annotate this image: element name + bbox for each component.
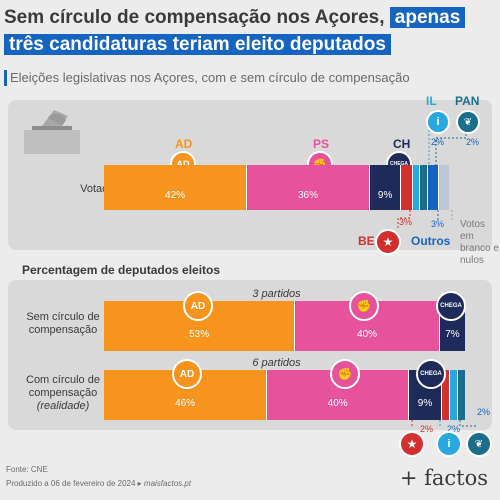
row-label-sem-line-1: Sem círculo de — [26, 311, 100, 323]
tree-icon: ❦ — [474, 438, 484, 450]
bar-value-label: 40% — [357, 328, 378, 340]
il-pan-leader-lines — [428, 130, 467, 166]
chega-logo-text: CHEGA — [440, 303, 462, 309]
ps-logo-seats-com: ✊ — [330, 359, 360, 389]
be-seat-pct: 2% — [420, 424, 434, 434]
count-label-sem: 3 partidos — [252, 288, 301, 300]
party-name-il: IL — [426, 94, 437, 108]
bar-value-label: 53% — [189, 328, 210, 340]
star-icon: ★ — [406, 437, 418, 451]
il-logo-seats: i — [436, 431, 462, 457]
title-highlight-2: três candidaturas teriam eleito deputado… — [4, 34, 391, 55]
be-vote-pct: 3% — [399, 217, 413, 227]
blank-label-line-1: Votos em — [460, 219, 486, 242]
chega-logo-text: CHEGA — [389, 161, 409, 167]
party-name-outros: Outros — [411, 234, 451, 248]
il-i-icon: i — [447, 438, 451, 450]
be-star-logo: ★ — [375, 229, 401, 255]
section-title: Percentagem de deputados eleitos — [22, 263, 221, 277]
bar-segment-ad: 42% — [104, 165, 247, 210]
title-highlight-1: apenas — [389, 7, 466, 28]
bar-segment-votos-em-branco-e-nulos — [438, 165, 450, 210]
ad-logo-text: AD — [176, 159, 190, 169]
bar-value-label: 9% — [377, 189, 393, 201]
be-star-logo-seats: ★ — [399, 431, 425, 457]
bar-segment-ch: 9% — [368, 165, 401, 210]
row-label-sem: Sem círculo de compensação — [22, 311, 104, 337]
title-line-1: Sem círculo de compensação nos Açores, a… — [4, 6, 466, 30]
row-label-com-line-2: compensação — [28, 387, 98, 399]
outros-vote-pct: 3% — [431, 219, 445, 229]
footer-site-link[interactable]: maisfactos.pt — [143, 479, 192, 488]
row-label-com-line-1: Com círculo de — [26, 374, 100, 386]
bar-segment-il — [448, 370, 457, 420]
chega-logo-text: CHEGA — [420, 371, 442, 377]
il-vote-pct: 2% — [431, 137, 445, 147]
title-plain: Sem círculo de compensação nos Açores, — [4, 7, 385, 28]
ad-logo-text: AD — [190, 300, 206, 312]
bar-value-label: 36% — [298, 189, 319, 201]
bar-value-label: 9% — [417, 397, 433, 409]
seats-bar-com: 46% 40% 9% — [104, 370, 466, 420]
pan-seat-pct: 2% — [477, 407, 491, 417]
blank-label-line-2: branco e — [460, 243, 499, 254]
bar-value-label: 42% — [165, 189, 186, 201]
subtitle-accent — [4, 70, 7, 86]
bar-segment-pan — [456, 370, 466, 420]
title-line-2: três candidaturas teriam eleito deputado… — [4, 33, 391, 57]
bar-segment-outros — [427, 165, 439, 210]
subtitle: Eleições legislativas nos Açores, com e … — [10, 70, 410, 85]
party-name-pan: PAN — [455, 94, 480, 108]
fist-icon: ✊ — [337, 367, 353, 381]
brand-logo: + factos — [399, 466, 488, 490]
blank-votes-label: Votos em branco e nulos — [460, 219, 500, 267]
footer-produced-text: Produzido a 06 de fevereiro de 2024 ▸ — [6, 479, 142, 488]
row-label-com-line-3: (realidade) — [36, 400, 90, 412]
bar-segment-ps: 36% — [246, 165, 369, 210]
tree-icon: ❦ — [463, 116, 473, 128]
seat-leader-lines — [411, 420, 478, 428]
vote-bar: 42% 36% 9% — [104, 165, 450, 210]
bar-segment-il — [411, 165, 420, 210]
chega-logo-seats-com: CHEGA — [416, 359, 446, 389]
count-label-com: 6 partidos — [252, 357, 301, 369]
row-label-sem-line-2: compensação — [28, 324, 98, 336]
il-i-icon: i — [436, 116, 440, 128]
party-name-ch: CH — [393, 137, 411, 151]
bar-value-label: 7% — [445, 328, 460, 340]
footer-source: Fonte: CNE — [6, 465, 48, 474]
party-name-be: BE — [358, 234, 375, 248]
party-name-ad: AD — [175, 137, 193, 151]
bar-value-label: 40% — [327, 397, 348, 409]
row-label-com: Com círculo de compensação (realidade) — [22, 374, 104, 413]
pan-vote-pct: 2% — [466, 137, 480, 147]
ad-logo-text: AD — [179, 368, 195, 380]
ad-logo-seats-com: AD — [172, 359, 202, 389]
bar-segment-be — [440, 370, 449, 420]
lower-leader-lines — [397, 210, 453, 228]
bar-segment-pan — [419, 165, 428, 210]
footer-produced: Produzido a 06 de fevereiro de 2024 ▸ ma… — [6, 479, 191, 488]
bar-segment-be — [400, 165, 412, 210]
pan-tree-logo: ❦ — [456, 110, 480, 134]
il-seat-pct: 2% — [447, 424, 461, 434]
star-icon: ★ — [382, 235, 394, 249]
fist-icon: ✊ — [356, 299, 372, 313]
il-logo: i — [426, 110, 450, 134]
ad-logo-seats-sem: AD — [183, 291, 213, 321]
ballot-box-icon — [24, 110, 80, 154]
pan-tree-logo-seats: ❦ — [466, 431, 492, 457]
party-name-ps: PS — [313, 137, 330, 151]
seats-bar-sem: 53% 40% 7% — [104, 301, 465, 351]
blank-label-line-3: nulos — [460, 255, 484, 266]
chega-logo-seats-sem: CHEGA — [436, 291, 466, 321]
ps-logo-seats-sem: ✊ — [349, 291, 379, 321]
bar-value-label: 46% — [175, 397, 196, 409]
